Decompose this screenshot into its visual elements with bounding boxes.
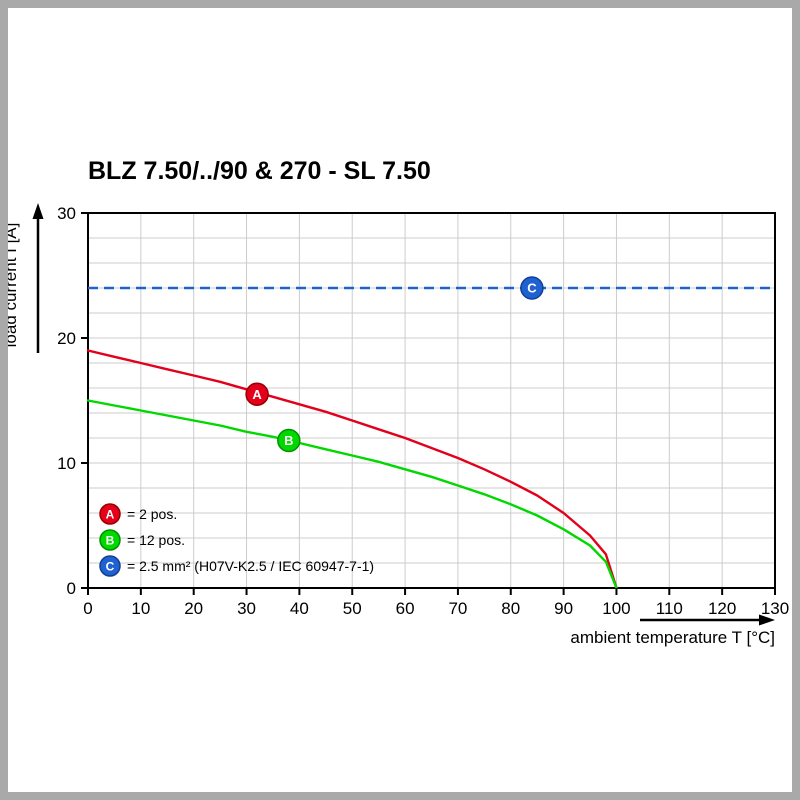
x-axis-label: ambient temperature T [°C] bbox=[570, 628, 775, 647]
y-axis-arrow bbox=[32, 203, 44, 353]
legend-letter-c: C bbox=[106, 560, 115, 574]
x-tick-label: 40 bbox=[290, 599, 309, 618]
chart-title: BLZ 7.50/../90 & 270 - SL 7.50 bbox=[88, 157, 431, 185]
curve-marker-a bbox=[245, 382, 269, 406]
x-tick-label: 50 bbox=[343, 599, 362, 618]
x-tick-label: 80 bbox=[501, 599, 520, 618]
curve-marker-letter-a: A bbox=[252, 387, 262, 402]
y-tick-label: 30 bbox=[57, 204, 76, 223]
curve-marker-c bbox=[520, 276, 544, 300]
plot-border bbox=[87, 212, 776, 589]
legend-item-a: A = 2 pos. bbox=[99, 503, 177, 525]
x-tick-label: 10 bbox=[131, 599, 150, 618]
legend-letter-b: B bbox=[106, 534, 115, 548]
legend-label-a: = 2 pos. bbox=[127, 506, 177, 522]
x-tick-label: 110 bbox=[656, 599, 683, 618]
legend-label-c: = 2.5 mm² (H07V-K2.5 / IEC 60947-7-1) bbox=[127, 558, 374, 574]
x-tick-label: 120 bbox=[708, 599, 736, 618]
x-tick-label: 60 bbox=[396, 599, 415, 618]
x-tick-label: 70 bbox=[448, 599, 467, 618]
series-curve-a bbox=[86, 349, 618, 590]
x-tick-label: 30 bbox=[237, 599, 256, 618]
curve-marker-letter-b: B bbox=[284, 433, 293, 448]
x-tick-label: 20 bbox=[184, 599, 203, 618]
y-tick-label: 20 bbox=[57, 329, 76, 348]
curve-marker-letter-c: C bbox=[527, 281, 537, 296]
legend: A = 2 pos. B = 12 pos. C = 2.5 mm² (H07V… bbox=[99, 503, 374, 577]
plot-frame bbox=[87, 212, 776, 589]
gridlines bbox=[88, 213, 775, 588]
legend-item-c: C = 2.5 mm² (H07V-K2.5 / IEC 60947-7-1) bbox=[99, 555, 374, 577]
legend-label-b: = 12 pos. bbox=[127, 532, 185, 548]
legend-marker-b bbox=[99, 529, 121, 551]
series-curve-b bbox=[86, 399, 618, 590]
legend-marker-c bbox=[99, 555, 121, 577]
series-curves bbox=[86, 286, 775, 590]
x-tick-label: 130 bbox=[761, 599, 789, 618]
curve-marker-b bbox=[277, 428, 301, 453]
x-axis-arrow bbox=[640, 614, 775, 626]
legend-item-b: B = 12 pos. bbox=[99, 529, 185, 551]
axis-ticks: 0 10 20 30 40 50 60 70 80 90 100 110 120 130 0 10 20 30 bbox=[57, 204, 789, 618]
y-tick-label: 10 bbox=[57, 454, 76, 473]
x-tick-label: 90 bbox=[554, 599, 573, 618]
y-tick-label: 0 bbox=[67, 579, 76, 598]
x-tick-label: 0 bbox=[83, 599, 92, 618]
legend-letter-a: A bbox=[106, 508, 115, 522]
y-axis-label: load current I [A] bbox=[1, 223, 20, 348]
series-markers: A B C bbox=[245, 276, 544, 453]
legend-marker-a bbox=[99, 503, 121, 525]
x-tick-label: 100 bbox=[602, 599, 630, 618]
